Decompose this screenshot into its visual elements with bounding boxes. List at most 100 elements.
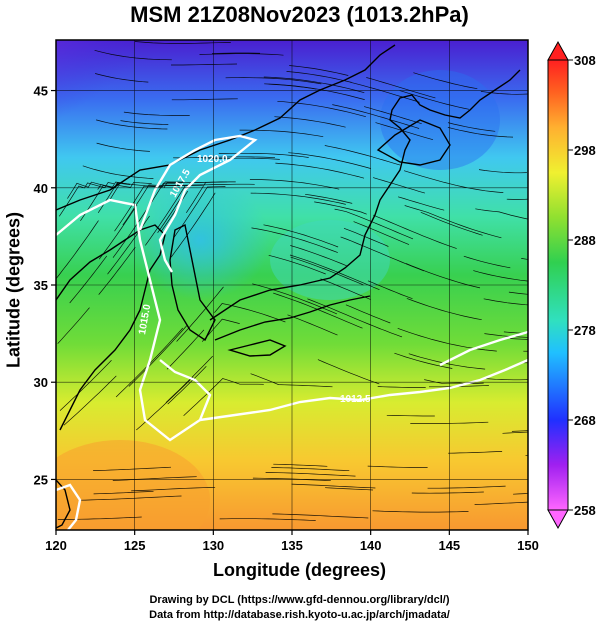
colorbar-tick-label: 308 — [574, 53, 596, 68]
streamline — [413, 72, 478, 90]
credit-dcl: Drawing by DCL (https://www.gfd-dennou.o… — [149, 594, 450, 606]
streamline — [483, 378, 528, 381]
streamline — [372, 510, 469, 513]
streamline — [201, 157, 280, 160]
streamline — [399, 90, 470, 110]
isobar-1020-north — [138, 134, 258, 273]
streamline — [56, 220, 99, 279]
streamline — [286, 71, 352, 83]
streamline — [377, 386, 426, 388]
streamline — [332, 104, 420, 129]
streamline — [364, 106, 422, 125]
streamline — [325, 487, 374, 491]
streamline — [291, 483, 376, 489]
streamline — [112, 182, 176, 258]
x-tick-label: 140 — [360, 538, 382, 553]
x-tick-label: 150 — [517, 538, 539, 553]
streamline — [502, 431, 528, 434]
streamline — [107, 215, 150, 275]
streamline — [57, 307, 90, 344]
contour-label-1015: 1015.0 — [137, 303, 153, 335]
streamline — [239, 129, 324, 138]
streamline — [503, 331, 528, 334]
y-tick-label: 45 — [34, 84, 48, 99]
streamline — [165, 355, 213, 403]
longitude-ticks: 120 125 130 135 140 145 150 — [45, 530, 539, 553]
x-tick-label: 145 — [438, 538, 460, 553]
streamline — [93, 466, 172, 471]
streamline — [324, 145, 401, 166]
streamline — [343, 227, 389, 247]
temperature-field — [56, 40, 528, 530]
streamline — [403, 170, 504, 193]
lat-lon-grid — [56, 40, 528, 530]
streamline — [506, 198, 528, 200]
y-tick-label: 35 — [34, 278, 48, 293]
streamline — [268, 254, 326, 275]
streamline — [171, 98, 238, 101]
streamline — [478, 169, 527, 174]
streamline — [353, 221, 410, 245]
streamline — [59, 360, 112, 411]
streamline — [277, 100, 366, 118]
credit-data-source: Data from http://database.rish.kyoto-u.a… — [149, 609, 450, 621]
streamline — [57, 516, 142, 520]
colorbar-tick-label: 288 — [574, 233, 596, 248]
streamline — [114, 181, 184, 232]
streamline — [397, 327, 497, 352]
streamline — [474, 501, 528, 505]
streamline — [406, 298, 482, 321]
streamline — [307, 298, 403, 338]
streamline — [320, 278, 371, 300]
streamline — [251, 227, 338, 253]
streamline — [473, 270, 528, 282]
streamline — [167, 366, 207, 405]
streamline — [480, 91, 528, 95]
streamline — [334, 208, 414, 240]
streamline — [345, 304, 391, 324]
streamline — [218, 152, 309, 158]
streamline — [375, 122, 434, 141]
colorbar-body — [547, 59, 569, 511]
streamline — [275, 162, 365, 179]
streamline — [59, 182, 115, 217]
colorbar-bottom-arrow — [547, 509, 569, 530]
streamline — [265, 472, 356, 477]
streamline — [317, 359, 380, 385]
streamline — [249, 179, 340, 190]
streamline — [290, 256, 364, 286]
streamline — [273, 463, 328, 467]
streamline — [161, 190, 189, 232]
streamline — [250, 373, 333, 388]
latitude-ticks: 25 30 35 40 45 — [34, 84, 56, 487]
streamline — [289, 65, 349, 76]
x-axis-label: Longitude (degrees) — [212, 560, 386, 580]
x-tick-label: 135 — [281, 538, 303, 553]
streamline — [272, 513, 369, 519]
streamline — [166, 329, 205, 370]
streamline — [463, 255, 511, 269]
x-tick-label: 125 — [124, 538, 146, 553]
streamline — [305, 193, 353, 204]
streamline — [94, 49, 172, 61]
colorbar-top-arrow — [547, 40, 569, 61]
streamline — [394, 352, 453, 369]
colorbar-tick-label: 258 — [574, 503, 596, 518]
streamline — [225, 77, 322, 85]
streamline — [120, 120, 169, 125]
streamline — [131, 486, 216, 492]
streamline — [386, 414, 435, 417]
streamline — [79, 495, 182, 501]
streamline — [420, 211, 483, 236]
isobar-sw — [56, 483, 82, 530]
streamline — [475, 208, 528, 220]
streamline — [367, 465, 428, 468]
streamline — [98, 204, 138, 260]
streamline — [483, 298, 528, 306]
streamline — [176, 286, 224, 342]
streamline — [373, 214, 457, 249]
streamline — [95, 73, 149, 83]
isobar-1015 — [199, 358, 528, 422]
chart-title: MSM 21Z08Nov2023 (1013.2hPa) — [130, 2, 469, 27]
